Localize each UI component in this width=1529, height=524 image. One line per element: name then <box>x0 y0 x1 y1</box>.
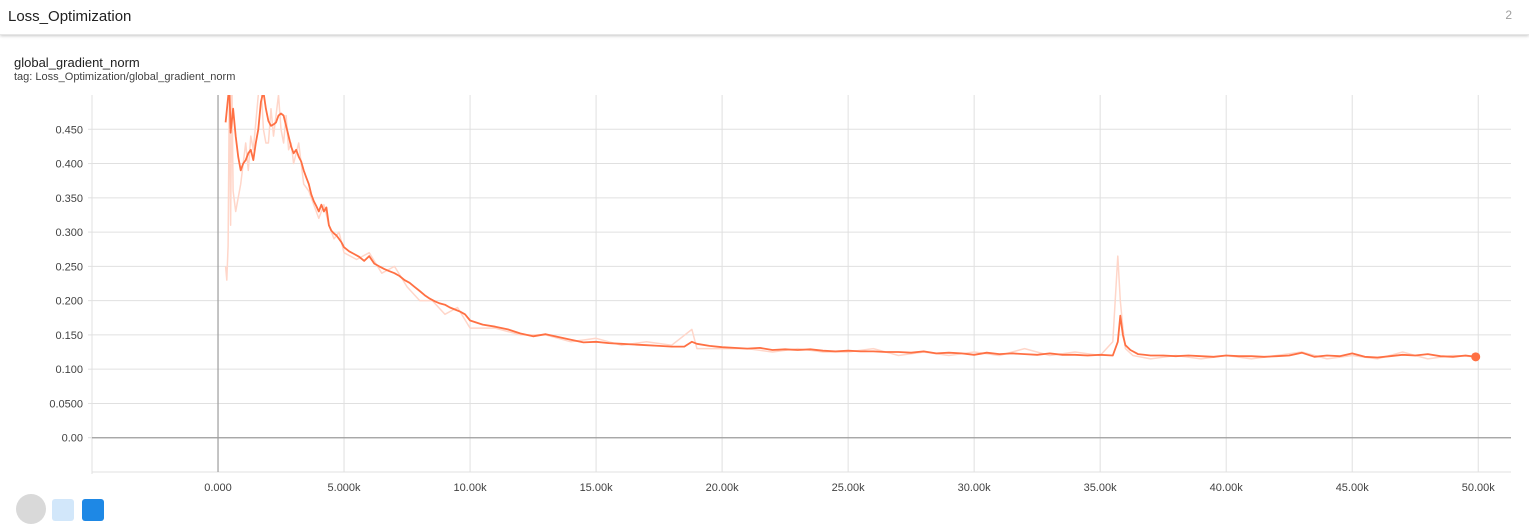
y-tick-label: 0.00 <box>62 433 83 445</box>
fit-domain-button[interactable] <box>16 494 46 524</box>
expand-button[interactable] <box>52 499 74 521</box>
line-chart[interactable]: 0.00 0.0500 0.100 0.150 0.200 0.250 0.300 0.350… <box>0 0 1529 504</box>
x-tick-label: 45.00k <box>1336 482 1370 494</box>
x-tick-label: 50.00k <box>1462 482 1496 494</box>
y-tick-label: 0.200 <box>55 296 83 308</box>
x-tick-label: 25.00k <box>832 482 866 494</box>
x-tick-label: 15.00k <box>580 482 614 494</box>
y-tick-label: 0.0500 <box>49 398 83 410</box>
y-tick-label: 0.400 <box>55 159 83 171</box>
x-tick-label: 40.00k <box>1210 482 1244 494</box>
x-tick-label: 35.00k <box>1084 482 1118 494</box>
card-tag: tag: Loss_Optimization/global_gradient_n… <box>14 71 236 83</box>
x-tick-label: 10.00k <box>454 482 488 494</box>
card-title: global_gradient_norm <box>14 55 140 70</box>
x-tick-label: 30.00k <box>958 482 992 494</box>
y-tick-label: 0.250 <box>55 261 83 273</box>
last-point-marker <box>1471 352 1481 362</box>
x-tick-label: 5.000k <box>328 482 362 494</box>
y-tick-label: 0.450 <box>55 124 83 136</box>
y-tick-label: 0.350 <box>55 193 83 205</box>
y-tick-label: 0.100 <box>55 364 83 376</box>
section-title: Loss_Optimization <box>8 8 132 25</box>
x-tick-label: 20.00k <box>706 482 740 494</box>
raw-series-line <box>224 95 1476 360</box>
y-tick-label: 0.300 <box>55 227 83 239</box>
smoothed-series-line <box>224 95 1476 359</box>
section-card-count: 2 <box>1505 8 1512 22</box>
toggle-log-scale-button[interactable] <box>82 499 104 521</box>
section-header[interactable]: Loss_Optimization 2 <box>0 0 1529 35</box>
x-tick-label: 0.000 <box>204 482 232 494</box>
y-tick-label: 0.150 <box>55 330 83 342</box>
